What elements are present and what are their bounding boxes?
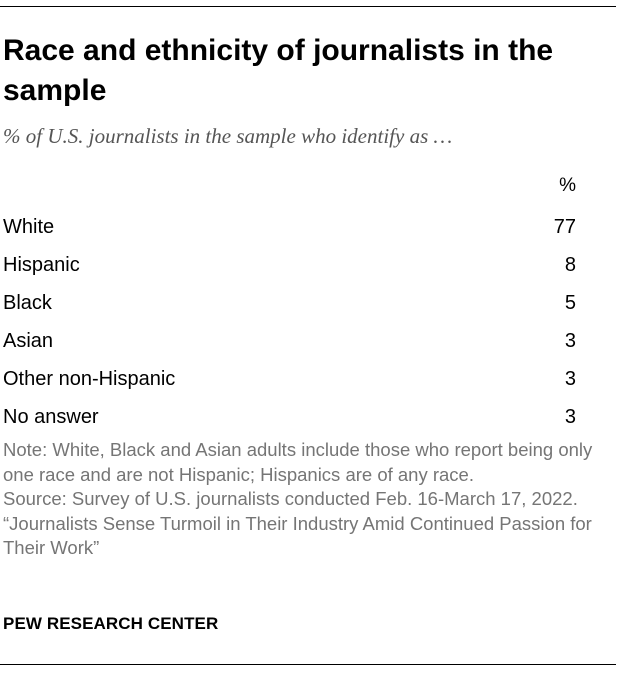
notes-block: Note: White, Black and Asian adults incl… <box>3 438 615 561</box>
percent-column-header: % <box>559 175 576 196</box>
brand-logo-text: PEW RESEARCH CENTER <box>3 614 219 633</box>
table-row: Hispanic 8 <box>0 246 616 284</box>
table-row: Asian 3 <box>0 322 616 360</box>
table-row: Black 5 <box>0 284 616 322</box>
source-text: Source: Survey of U.S. journalists condu… <box>3 488 578 509</box>
chart-title: Race and ethnicity of journalists in the… <box>3 34 554 107</box>
row-label: White <box>3 216 55 238</box>
table-row: Other non-Hispanic 3 <box>0 360 616 398</box>
row-label: Hispanic <box>3 254 80 276</box>
row-value: 5 <box>564 292 576 314</box>
row-value: 3 <box>564 330 576 352</box>
note-text: Note: White, Black and Asian adults incl… <box>3 439 593 485</box>
row-value: 8 <box>564 254 576 276</box>
report-title-text: “Journalists Sense Turmoil in Their Indu… <box>3 512 592 559</box>
row-label: Asian <box>3 330 54 352</box>
table-row: No answer 3 <box>0 398 616 436</box>
row-label: No answer <box>3 406 99 428</box>
bottom-rule <box>0 664 616 665</box>
row-value: 77 <box>553 216 576 238</box>
row-label: Black <box>3 292 52 314</box>
table-row: White 77 <box>0 208 616 246</box>
data-table: White 77 Hispanic 8 Black 5 Asian 3 Other non-Hi… <box>0 208 616 436</box>
top-rule <box>0 6 616 7</box>
chart-subtitle: % of U.S. journalists in the sample who … <box>3 124 453 148</box>
row-value: 3 <box>564 406 576 428</box>
row-value: 3 <box>564 368 576 390</box>
row-label: Other non-Hispanic <box>3 368 176 390</box>
